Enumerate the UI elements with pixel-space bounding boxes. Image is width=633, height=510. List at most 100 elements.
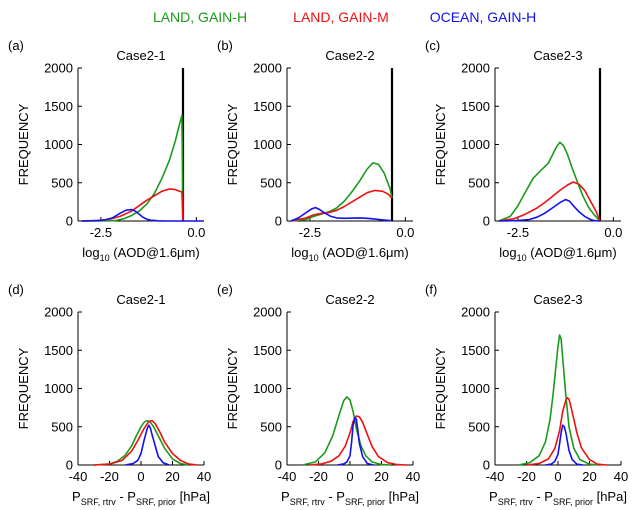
x-tick-label: 0 bbox=[137, 469, 144, 484]
panel-title: Case2-3 bbox=[533, 292, 582, 307]
x-axis-label: PSRF, rtrv - PSRF, prior [hPa] bbox=[72, 489, 210, 507]
y-tick-label: 1000 bbox=[44, 137, 73, 152]
panel-a: (a) Case2-1 FREQUENCY 0 500 1000 1500 2000 -2.5 0… bbox=[8, 38, 205, 263]
x-tick-label: 20 bbox=[374, 469, 388, 484]
y-tick-label: 2000 bbox=[461, 305, 490, 320]
x-tick-label: -40 bbox=[486, 469, 505, 484]
x-tick-label: 20 bbox=[582, 469, 596, 484]
series-land-gain-h bbox=[498, 141, 601, 222]
series-land-gain-m bbox=[309, 415, 407, 466]
x-tick-label: 0.0 bbox=[604, 225, 622, 240]
y-tick-label: 500 bbox=[260, 175, 282, 190]
series-land-gain-h bbox=[290, 162, 393, 222]
series-land-gain-m bbox=[526, 396, 607, 466]
panel-title: Case2-3 bbox=[533, 48, 582, 63]
y-tick-label: 500 bbox=[51, 419, 73, 434]
y-tick-label: 1500 bbox=[44, 99, 73, 114]
y-axis-label: FREQUENCY bbox=[433, 103, 448, 185]
panel-label: (d) bbox=[8, 282, 24, 297]
y-tick-label: 1500 bbox=[44, 343, 73, 358]
y-tick-label: 2000 bbox=[44, 61, 73, 76]
series-land-gain-h bbox=[302, 396, 391, 466]
legend-land-gain-h: LAND, GAIN-H bbox=[153, 9, 247, 25]
legend-land-gain-m: LAND, GAIN-M bbox=[293, 9, 389, 25]
panel-title: Case2-1 bbox=[116, 292, 165, 307]
y-tick-label: 1500 bbox=[461, 99, 490, 114]
x-axis-label: log10 (AOD@1.6μm) bbox=[499, 245, 616, 263]
panel-label: (c) bbox=[425, 38, 440, 53]
x-axis-label: log10 (AOD@1.6μm) bbox=[82, 245, 199, 263]
y-tick-label: 1000 bbox=[253, 381, 282, 396]
y-tick-label: 500 bbox=[260, 419, 282, 434]
panel-b: (b) Case2-2 FREQUENCY 0 500 1000 1500 2000 -2.5 0… bbox=[217, 38, 414, 263]
x-tick-label: -40 bbox=[278, 469, 297, 484]
y-tick-label: 2000 bbox=[461, 61, 490, 76]
y-tick-label: 0 bbox=[66, 214, 73, 229]
x-tick-label: -20 bbox=[517, 469, 536, 484]
series-ocean-gain-h bbox=[81, 208, 204, 222]
y-tick-label: 1500 bbox=[253, 343, 282, 358]
panel-d: (d) Case2-1 FREQUENCY 0 500 1000 1500 2000 -40 -2… bbox=[8, 282, 211, 507]
x-tick-label: 40 bbox=[406, 469, 420, 484]
panel-label: (a) bbox=[8, 38, 24, 53]
x-tick-label: 40 bbox=[197, 469, 211, 484]
y-tick-label: 2000 bbox=[253, 61, 282, 76]
y-axis-label: FREQUENCY bbox=[433, 347, 448, 429]
series-ocean-gain-h bbox=[290, 206, 393, 222]
series-ocean-gain-h bbox=[125, 424, 170, 466]
y-tick-label: 0 bbox=[275, 214, 282, 229]
x-axis-label: log10 (AOD@1.6μm) bbox=[291, 245, 408, 263]
x-axis-label: PSRF, rtrv - PSRF, prior [hPa] bbox=[281, 489, 419, 507]
panel-label: (e) bbox=[217, 282, 233, 297]
x-tick-label: -2.5 bbox=[507, 225, 529, 240]
panel-e: (e) Case2-2 FREQUENCY 0 500 1000 1500 2000 -40 -2… bbox=[217, 282, 420, 507]
y-axis-label: FREQUENCY bbox=[16, 347, 31, 429]
y-tick-label: 2000 bbox=[44, 305, 73, 320]
y-axis-label: FREQUENCY bbox=[225, 103, 240, 185]
y-tick-label: 0 bbox=[275, 458, 282, 473]
y-tick-label: 1500 bbox=[253, 99, 282, 114]
x-tick-label: -20 bbox=[100, 469, 119, 484]
panel-title: Case2-2 bbox=[325, 292, 374, 307]
series-ocean-gain-h bbox=[337, 416, 374, 466]
y-tick-label: 1000 bbox=[461, 381, 490, 396]
legend-ocean-gain-h: OCEAN, GAIN-H bbox=[430, 9, 537, 25]
y-tick-label: 1000 bbox=[461, 137, 490, 152]
panel-title: Case2-2 bbox=[325, 48, 374, 63]
x-tick-label: 20 bbox=[165, 469, 179, 484]
panel-title: Case2-1 bbox=[116, 48, 165, 63]
y-tick-label: 0 bbox=[483, 458, 490, 473]
y-tick-label: 500 bbox=[51, 175, 73, 190]
x-tick-label: -20 bbox=[309, 469, 328, 484]
x-tick-label: 0.0 bbox=[187, 225, 205, 240]
x-axis-label: PSRF, rtrv - PSRF, prior [hPa] bbox=[489, 489, 627, 507]
legend: LAND, GAIN-H LAND, GAIN-M OCEAN, GAIN-H bbox=[153, 9, 536, 25]
series-land-gain-h bbox=[518, 334, 600, 466]
y-tick-label: 1000 bbox=[253, 137, 282, 152]
x-tick-label: -2.5 bbox=[90, 225, 112, 240]
y-tick-label: 0 bbox=[66, 458, 73, 473]
y-axis-label: FREQUENCY bbox=[16, 103, 31, 185]
y-tick-label: 2000 bbox=[253, 305, 282, 320]
series-land-gain-m bbox=[93, 419, 198, 466]
panel-label: (f) bbox=[425, 282, 437, 297]
x-tick-label: 40 bbox=[614, 469, 628, 484]
x-tick-label: 0 bbox=[346, 469, 353, 484]
y-tick-label: 500 bbox=[468, 175, 490, 190]
series-land-gain-m bbox=[498, 181, 601, 222]
x-tick-label: -40 bbox=[69, 469, 88, 484]
series-land-gain-m bbox=[81, 188, 184, 222]
series-ocean-gain-h bbox=[545, 424, 584, 466]
y-tick-label: 500 bbox=[468, 419, 490, 434]
x-tick-label: -2.5 bbox=[299, 225, 321, 240]
y-axis-label: FREQUENCY bbox=[225, 347, 240, 429]
panel-c: (c) Case2-3 FREQUENCY 0 500 1000 1500 2000 -2.5 0… bbox=[425, 38, 622, 263]
panel-label: (b) bbox=[217, 38, 233, 53]
series-land-gain-h bbox=[81, 114, 184, 222]
series-land-gain-m bbox=[290, 189, 393, 222]
series-land-gain-h bbox=[93, 419, 189, 466]
panel-f: (f) Case2-3 FREQUENCY 0 500 1000 1500 2000 -40 -2… bbox=[425, 282, 628, 507]
series-ocean-gain-h bbox=[498, 198, 601, 222]
